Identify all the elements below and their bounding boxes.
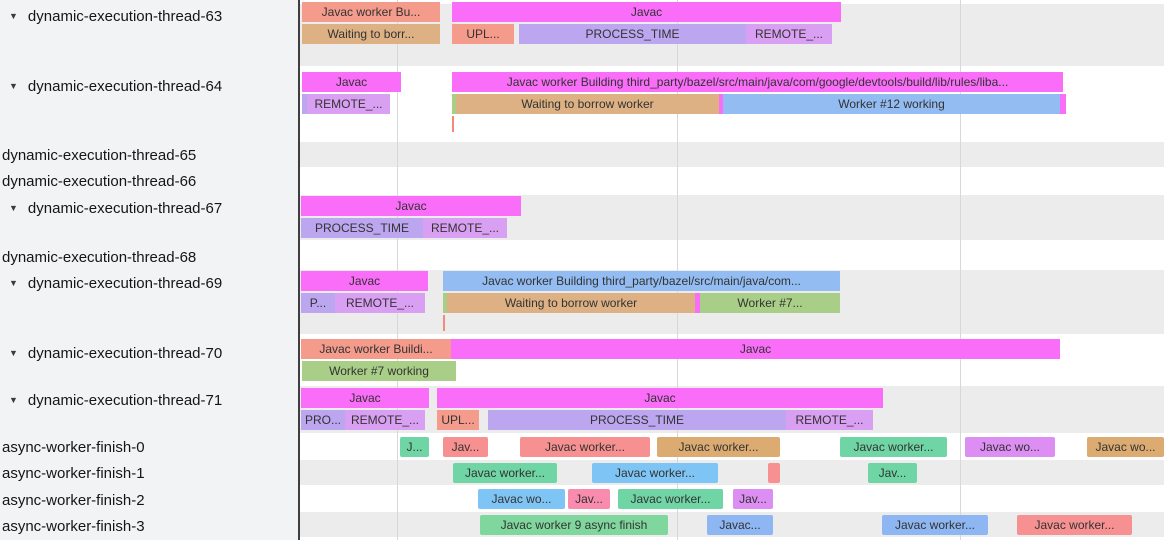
track-name-panel: ▼ dynamic-execution-thread-63 ▼ dynamic-exe… xyxy=(0,0,300,540)
expand-arrow-icon[interactable]: ▼ xyxy=(9,11,18,21)
track-name-label: dynamic-execution-thread-67 xyxy=(27,199,223,217)
trace-slice[interactable]: REMOTE_... xyxy=(335,293,425,313)
track-name-label: async-worker-finish-3 xyxy=(2,517,145,535)
time-gridline xyxy=(960,0,961,540)
trace-slice[interactable]: Javac worker... xyxy=(657,437,780,457)
track-name-label: async-worker-finish-1 xyxy=(2,464,145,482)
trace-slice[interactable]: Waiting to borr... xyxy=(302,24,440,44)
track-name-label: dynamic-execution-thread-65 xyxy=(2,146,197,164)
trace-slice[interactable]: Javac worker... xyxy=(882,515,988,535)
sidebar-track-dynamic-execution-thread-68[interactable]: dynamic-execution-thread-68 xyxy=(0,244,196,270)
trace-slice[interactable]: Javac wo... xyxy=(965,437,1055,457)
trace-slice[interactable]: Jav... xyxy=(868,463,917,483)
trace-slice[interactable]: Javac worker Building third_party/bazel/… xyxy=(452,72,1063,92)
trace-slice[interactable]: Javac worker 9 async finish xyxy=(480,515,668,535)
track-name-label: async-worker-finish-2 xyxy=(2,491,145,509)
trace-slice[interactable]: Javac worker... xyxy=(618,489,723,509)
timeline-area[interactable]: Javac worker Bu... Javac Waiting to borr..… xyxy=(300,0,1164,540)
sidebar-track-async-worker-finish-0[interactable]: async-worker-finish-0 xyxy=(0,434,145,460)
trace-slice[interactable]: UPL... xyxy=(437,410,479,430)
trace-slice[interactable] xyxy=(719,94,725,114)
track-name-label: dynamic-execution-thread-71 xyxy=(27,391,223,409)
sidebar-track-async-worker-finish-3[interactable]: async-worker-finish-3 xyxy=(0,513,145,539)
trace-slice[interactable]: Worker #12 working xyxy=(723,94,1060,114)
trace-slice[interactable]: J... xyxy=(400,437,429,457)
trace-slice[interactable]: REMOTE_... xyxy=(345,410,425,430)
track-name-label: dynamic-execution-thread-64 xyxy=(27,77,223,95)
track-name-label: dynamic-execution-thread-63 xyxy=(27,7,223,25)
trace-slice[interactable]: Javac worker... xyxy=(840,437,947,457)
sidebar-track-async-worker-finish-2[interactable]: async-worker-finish-2 xyxy=(0,487,145,513)
sidebar-track-dynamic-execution-thread-63[interactable]: ▼ dynamic-execution-thread-63 xyxy=(0,3,222,29)
trace-slice[interactable]: REMOTE_... xyxy=(746,24,832,44)
trace-instant-tick[interactable] xyxy=(452,116,454,132)
trace-slice[interactable]: PROCESS_TIME xyxy=(488,410,786,430)
sidebar-track-dynamic-execution-thread-67[interactable]: ▼ dynamic-execution-thread-67 xyxy=(0,195,222,221)
time-gridline xyxy=(677,0,678,540)
trace-slice[interactable]: Javac xyxy=(451,339,1060,359)
trace-slice[interactable]: Worker #7 working xyxy=(302,361,456,381)
trace-slice[interactable]: Javac xyxy=(301,271,428,291)
trace-slice[interactable]: REMOTE_... xyxy=(423,218,507,238)
track-name-label: dynamic-execution-thread-66 xyxy=(2,172,197,190)
trace-slice[interactable]: Javac xyxy=(301,196,521,216)
trace-slice[interactable]: Javac worker... xyxy=(592,463,718,483)
trace-slice[interactable]: Jav... xyxy=(568,489,610,509)
trace-slice[interactable]: Javac worker Building third_party/bazel/… xyxy=(443,271,840,291)
trace-slice[interactable]: Javac worker... xyxy=(1017,515,1132,535)
trace-slice[interactable]: Waiting to borrow worker xyxy=(447,293,695,313)
expand-arrow-icon[interactable]: ▼ xyxy=(9,203,18,213)
trace-slice[interactable]: Worker #7... xyxy=(700,293,840,313)
sidebar-track-async-worker-finish-1[interactable]: async-worker-finish-1 xyxy=(0,460,145,486)
trace-slice[interactable]: Javac... xyxy=(707,515,773,535)
trace-slice[interactable] xyxy=(695,293,701,313)
sidebar-track-dynamic-execution-thread-66[interactable]: dynamic-execution-thread-66 xyxy=(0,168,196,194)
expand-arrow-icon[interactable]: ▼ xyxy=(9,395,18,405)
trace-slice[interactable] xyxy=(443,293,449,313)
sidebar-track-dynamic-execution-thread-65[interactable]: dynamic-execution-thread-65 xyxy=(0,142,196,168)
trace-slice[interactable]: Javac worker... xyxy=(453,463,557,483)
trace-slice[interactable] xyxy=(1060,94,1066,114)
trace-slice[interactable]: Javac worker... xyxy=(520,437,650,457)
trace-slice[interactable]: Javac xyxy=(437,388,883,408)
trace-slice[interactable]: REMOTE_... xyxy=(786,410,873,430)
track-band-async-worker-finish-1 xyxy=(300,460,1164,485)
expand-arrow-icon[interactable]: ▼ xyxy=(9,348,18,358)
track-name-label: dynamic-execution-thread-68 xyxy=(2,248,197,266)
trace-slice[interactable]: PRO... xyxy=(301,410,345,430)
trace-slice[interactable]: Waiting to borrow worker xyxy=(456,94,719,114)
trace-slice[interactable]: Javac xyxy=(301,388,429,408)
trace-slice[interactable]: Javac worker Bu... xyxy=(302,2,440,22)
trace-slice[interactable] xyxy=(768,463,780,483)
track-name-label: dynamic-execution-thread-69 xyxy=(27,274,223,292)
trace-slice[interactable] xyxy=(302,94,308,114)
track-name-label: async-worker-finish-0 xyxy=(2,438,145,456)
trace-slice[interactable]: REMOTE_... xyxy=(307,94,390,114)
trace-slice[interactable]: UPL... xyxy=(452,24,514,44)
trace-instant-tick[interactable] xyxy=(443,315,445,331)
time-gridline xyxy=(397,0,398,540)
sidebar-track-dynamic-execution-thread-71[interactable]: ▼ dynamic-execution-thread-71 xyxy=(0,387,222,413)
trace-slice[interactable]: Jav... xyxy=(443,437,488,457)
trace-slice[interactable]: Jav... xyxy=(733,489,773,509)
trace-slice[interactable]: PROCESS_TIME xyxy=(301,218,423,238)
trace-slice[interactable]: P... xyxy=(301,293,335,313)
trace-slice[interactable]: Javac xyxy=(302,72,401,92)
track-band-dynamic-execution-thread-65 xyxy=(300,142,1164,167)
expand-arrow-icon[interactable]: ▼ xyxy=(9,278,18,288)
trace-slice[interactable]: PROCESS_TIME xyxy=(519,24,746,44)
trace-slice[interactable]: Javac worker Buildi... xyxy=(301,339,451,359)
trace-slice[interactable]: Javac wo... xyxy=(478,489,565,509)
track-name-label: dynamic-execution-thread-70 xyxy=(27,344,223,362)
trace-slice[interactable] xyxy=(452,94,458,114)
trace-slice[interactable]: Javac wo... xyxy=(1087,437,1164,457)
expand-arrow-icon[interactable]: ▼ xyxy=(9,81,18,91)
trace-slice[interactable]: Javac xyxy=(452,2,841,22)
sidebar-track-dynamic-execution-thread-64[interactable]: ▼ dynamic-execution-thread-64 xyxy=(0,73,222,99)
sidebar-track-dynamic-execution-thread-70[interactable]: ▼ dynamic-execution-thread-70 xyxy=(0,340,222,366)
sidebar-track-dynamic-execution-thread-69[interactable]: ▼ dynamic-execution-thread-69 xyxy=(0,270,222,296)
